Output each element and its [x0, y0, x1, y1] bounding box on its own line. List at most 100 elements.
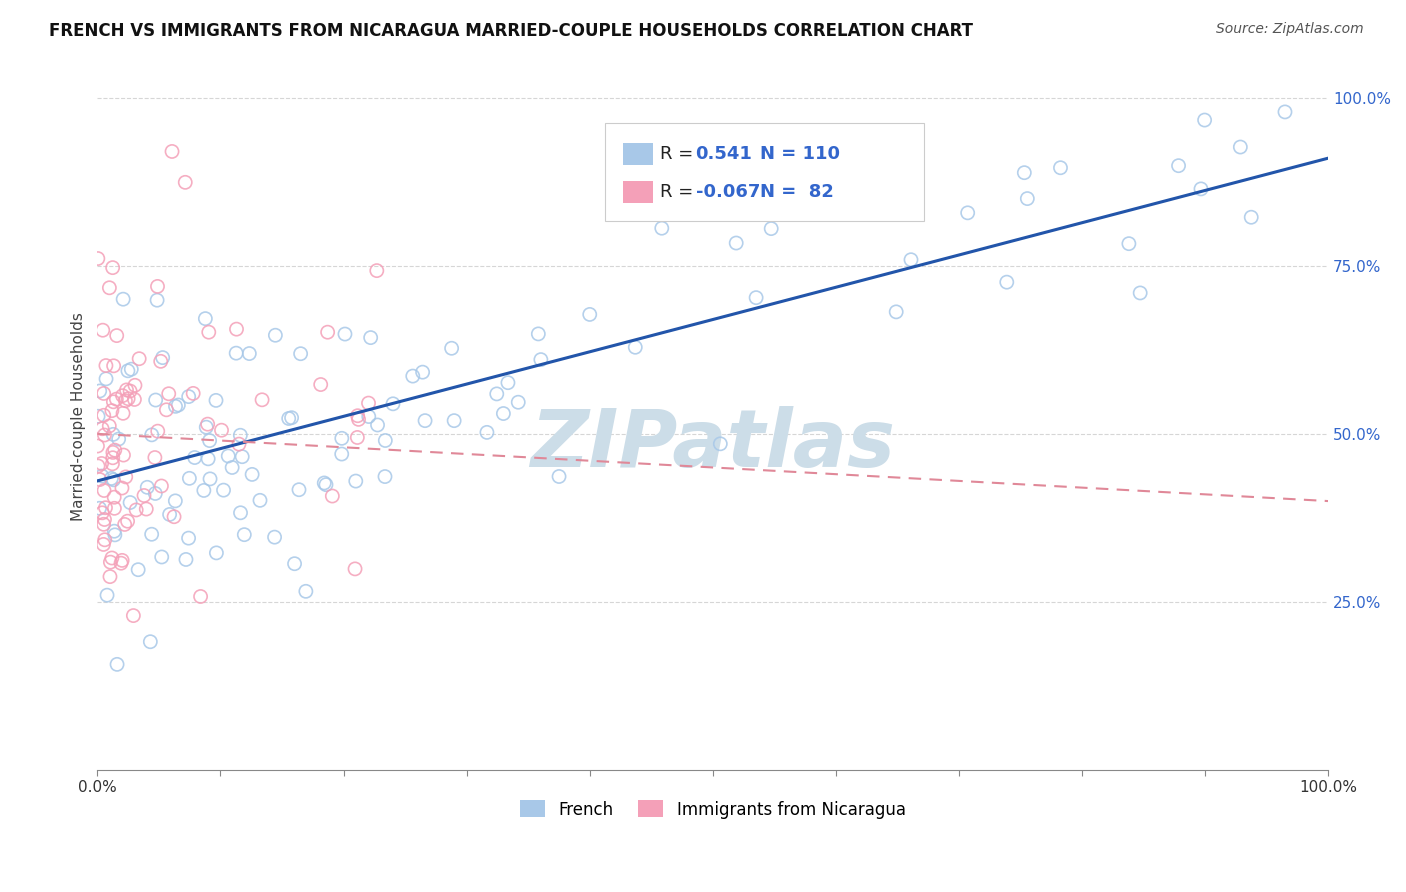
Point	[205, 393, 228, 408]
Point	[228, 437, 250, 451]
Point	[900, 252, 922, 267]
Point	[91, 469, 114, 483]
Point	[212, 483, 235, 497]
Point	[94, 372, 117, 386]
Point	[193, 483, 215, 498]
Point	[103, 501, 125, 516]
Point	[198, 472, 221, 486]
Point	[115, 383, 138, 397]
Point	[884, 305, 907, 319]
Point	[152, 351, 174, 365]
Point	[89, 384, 111, 398]
Point	[103, 359, 125, 373]
Point	[117, 514, 139, 528]
Point	[124, 378, 146, 392]
Point	[530, 352, 553, 367]
Point	[578, 307, 600, 321]
Point	[150, 549, 173, 564]
Point	[527, 326, 550, 341]
Text: 0.541: 0.541	[696, 145, 752, 163]
Point	[330, 447, 353, 461]
Point	[89, 501, 111, 516]
Point	[111, 481, 134, 495]
Point	[440, 341, 463, 355]
Point	[107, 432, 129, 446]
Y-axis label: Married-couple Households: Married-couple Households	[72, 312, 86, 522]
Text: N =  82: N = 82	[761, 183, 834, 201]
Point	[98, 281, 121, 295]
Point	[366, 263, 388, 277]
Point	[374, 434, 396, 448]
Point	[100, 471, 122, 485]
Point	[98, 419, 121, 434]
Point	[1194, 113, 1216, 128]
Point	[1129, 285, 1152, 300]
Point	[143, 486, 166, 500]
Point	[93, 517, 115, 532]
Point	[110, 556, 132, 570]
Point	[136, 480, 159, 494]
Point	[128, 351, 150, 366]
Point	[181, 386, 204, 401]
Point	[146, 293, 169, 308]
Point	[177, 390, 200, 404]
Point	[93, 512, 115, 526]
Point	[249, 493, 271, 508]
Point	[93, 537, 115, 551]
Point	[104, 443, 127, 458]
Point	[101, 403, 124, 417]
Point	[141, 427, 163, 442]
Point	[112, 406, 135, 420]
Point	[277, 411, 299, 425]
Point	[956, 206, 979, 220]
Point	[100, 555, 122, 569]
Point	[125, 503, 148, 517]
Point	[225, 322, 247, 336]
Point	[165, 400, 187, 414]
Point	[101, 427, 124, 442]
Point	[93, 386, 115, 401]
Point	[165, 494, 187, 508]
Point	[995, 275, 1018, 289]
Point	[149, 354, 172, 368]
Point	[314, 475, 336, 490]
Point	[146, 424, 169, 438]
Point	[160, 145, 183, 159]
Point	[101, 551, 124, 566]
Point	[122, 608, 145, 623]
Point	[155, 402, 177, 417]
Point	[96, 588, 118, 602]
Text: R =: R =	[661, 183, 699, 201]
Point	[159, 508, 181, 522]
Point	[508, 395, 530, 409]
Point	[112, 448, 135, 462]
Point	[145, 392, 167, 407]
Point	[114, 470, 136, 484]
Point	[357, 409, 380, 424]
Point	[264, 328, 287, 343]
Text: Source: ZipAtlas.com: Source: ZipAtlas.com	[1216, 22, 1364, 37]
Point	[1118, 236, 1140, 251]
Point	[127, 563, 149, 577]
Point	[93, 428, 115, 442]
Point	[135, 502, 157, 516]
Point	[344, 474, 367, 488]
Text: R =: R =	[661, 145, 699, 163]
Point	[104, 528, 127, 542]
Point	[725, 235, 748, 250]
Point	[290, 347, 312, 361]
Point	[114, 393, 136, 408]
Point	[91, 506, 114, 520]
Point	[112, 292, 135, 306]
Point	[280, 410, 302, 425]
Point	[87, 252, 110, 266]
Point	[87, 409, 110, 424]
Point	[1189, 182, 1212, 196]
Point	[382, 397, 405, 411]
Point	[548, 469, 571, 483]
Point	[374, 469, 396, 483]
Point	[94, 359, 117, 373]
Point	[89, 473, 111, 487]
Point	[1240, 211, 1263, 225]
Point	[103, 524, 125, 539]
